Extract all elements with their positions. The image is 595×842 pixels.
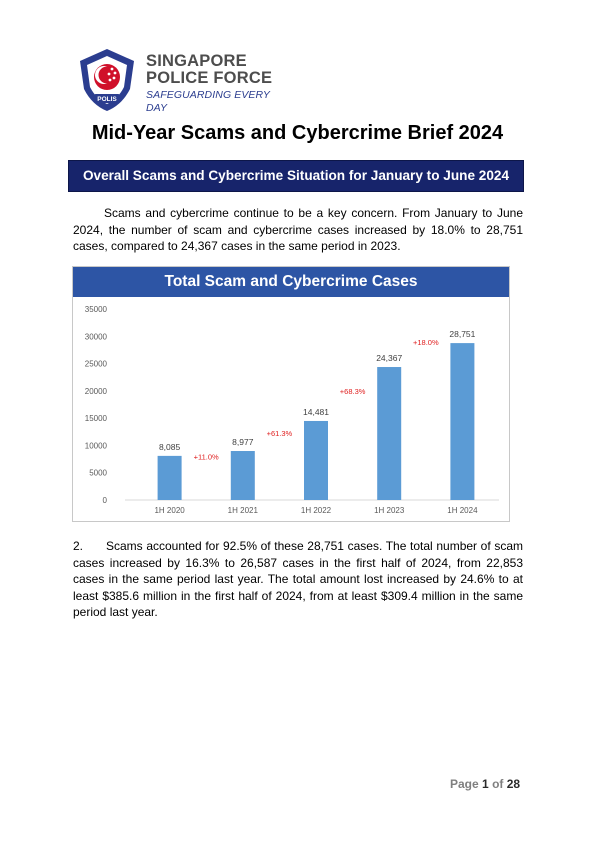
paragraph-1: Scams and cybercrime continue to be a ke… [73, 206, 523, 253]
bar [450, 343, 475, 500]
page-prefix: Page [450, 777, 479, 791]
x-tick-label: 1H 2021 [228, 506, 259, 515]
y-tick-label: 35000 [85, 305, 108, 314]
spf-logo: POLIS SINGAPORE POLICE FORCE SAFEGUARDIN… [74, 47, 284, 115]
bar-value-label: 28,751 [449, 329, 475, 339]
chart-plot: 0 5000 10000 15000 20000 25000 30000 35000 8,085… [85, 305, 499, 515]
bar [230, 451, 255, 500]
document-title: Mid-Year Scams and Cybercrime Brief 2024 [91, 122, 504, 144]
change-label: +11.0% [194, 452, 219, 461]
page-current: 1 [482, 777, 489, 791]
paragraph-number: 2. [73, 539, 84, 553]
paragraph-2: 2. Scams accounted for 92.5% of these 28,… [73, 538, 523, 621]
cases-chart: Total Scam and Cybercrime Cases 0 5000 100… [72, 266, 510, 522]
x-tick-label: 1H 2024 [447, 506, 478, 515]
change-label: +68.3% [340, 387, 366, 396]
y-tick-label: 15000 [85, 414, 108, 423]
bar-value-label: 8,977 [232, 437, 254, 447]
page-number: Page 1 of 28 [450, 777, 520, 791]
bar-value-label: 24,367 [376, 353, 402, 363]
org-tagline: SAFEGUARDING EVERY DAY [146, 89, 270, 114]
org-name-line2: POLICE FORCE [146, 69, 273, 87]
brand-text: SINGAPORE POLICE FORCE SAFEGUARDING EVER… [146, 53, 284, 115]
paragraph-2-text: Scams accounted for 92.5% of these 28,75… [73, 539, 523, 619]
bar [157, 455, 182, 500]
bar [377, 367, 402, 500]
badge-text: POLIS [97, 96, 117, 103]
bar-value-label: 14,481 [303, 407, 329, 417]
y-tick-label: 0 [103, 496, 108, 505]
y-tick-label: 20000 [85, 387, 108, 396]
y-tick-label: 10000 [85, 441, 108, 450]
y-tick-label: 25000 [85, 360, 108, 369]
change-label: +61.3% [267, 429, 293, 438]
police-badge-icon: POLIS [80, 49, 134, 111]
page-total: 28 [506, 777, 521, 791]
bar [304, 420, 328, 500]
x-tick-label: 1H 2022 [301, 506, 332, 515]
change-label: +18.0% [413, 338, 439, 347]
y-tick-label: 30000 [85, 332, 108, 341]
x-tick-label: 1H 2023 [374, 506, 405, 515]
y-tick-label: 5000 [89, 469, 107, 478]
org-name-line1: SINGAPORE [146, 52, 247, 70]
section-heading: Overall Scams and Cybercrime Situation f… [68, 160, 524, 192]
x-tick-label: 1H 2020 [154, 506, 185, 515]
bar-value-label: 8,085 [159, 442, 181, 452]
chart-title: Total Scam and Cybercrime Cases [73, 267, 509, 297]
page-of: of [492, 777, 504, 791]
